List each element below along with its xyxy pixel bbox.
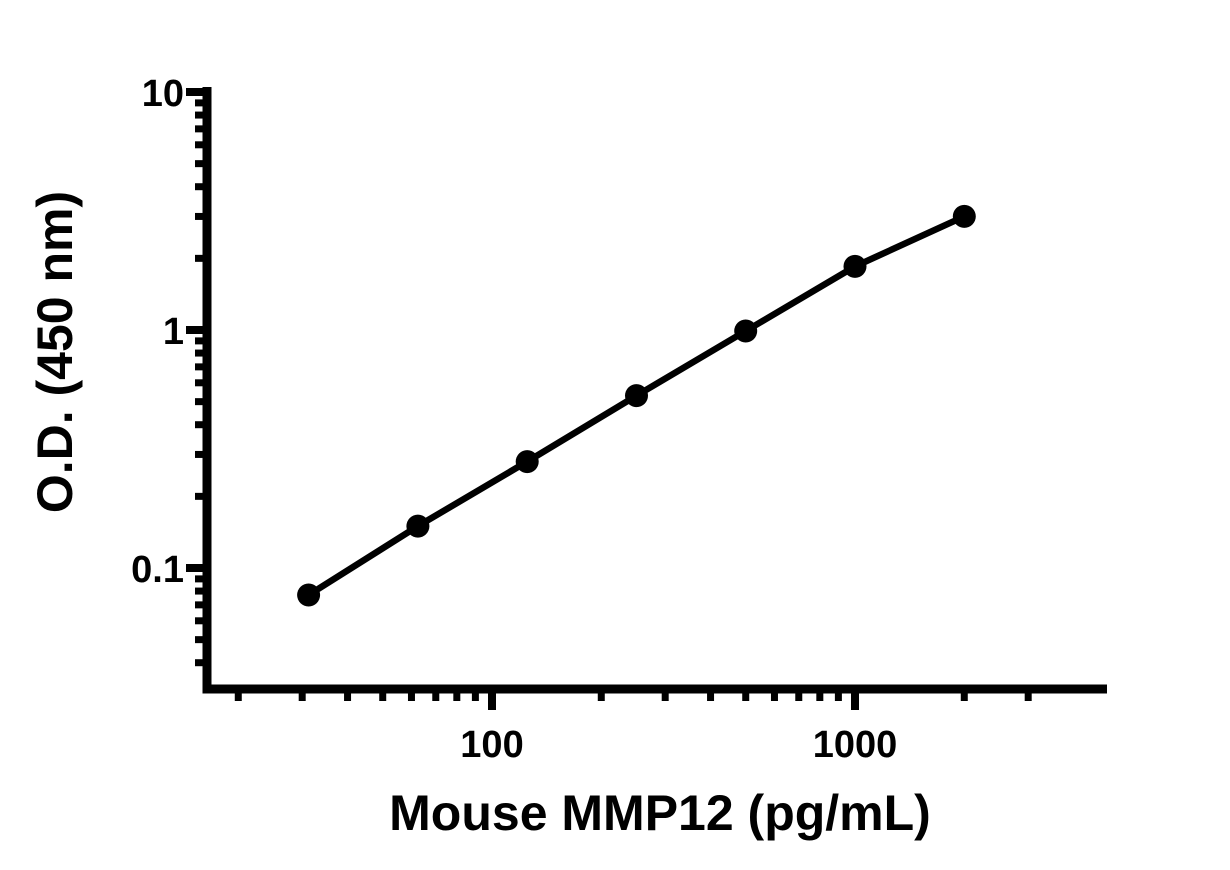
axis-ticks-group — [186, 88, 1032, 710]
y-axis-title: O.D. (450 nm) — [27, 191, 83, 513]
data-point-marker — [843, 254, 867, 278]
data-point-marker — [734, 319, 758, 343]
x-axis-tick-label: 100 — [460, 724, 523, 766]
y-axis-tick-label: 0.1 — [131, 549, 184, 591]
y-axis-tick-label: 1 — [163, 311, 184, 353]
x-axis-tick-label: 1000 — [813, 724, 898, 766]
data-point-marker — [297, 583, 321, 607]
axes-group — [202, 87, 1107, 694]
y-axis-tick-label: 10 — [142, 73, 184, 115]
data-point-marker — [515, 450, 539, 474]
x-axis-title: Mouse MMP12 (pg/mL) — [389, 785, 931, 841]
tick-labels-group: 0.1 1 10 100 1000 — [131, 73, 897, 766]
data-series-group — [297, 204, 976, 607]
data-point-marker — [625, 384, 648, 408]
data-point-marker — [952, 204, 976, 228]
data-point-marker — [406, 514, 430, 538]
